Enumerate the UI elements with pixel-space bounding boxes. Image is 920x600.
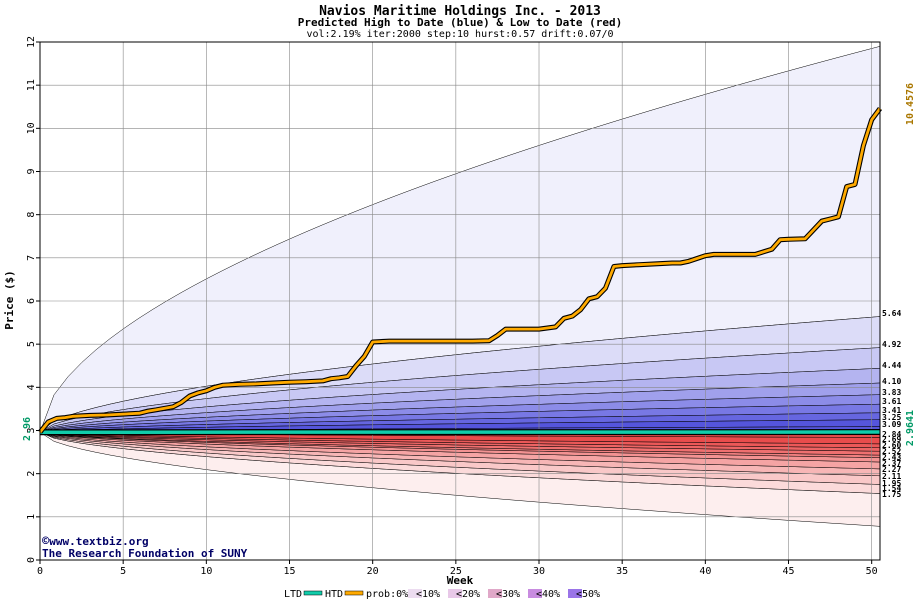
legend-swatch	[568, 589, 582, 598]
right-label: 3.61	[882, 397, 901, 406]
right-label: 4.44	[882, 361, 901, 370]
htd-line	[38, 107, 882, 434]
x-tick-label: 45	[782, 566, 794, 577]
right-label: 2.84	[882, 430, 901, 439]
legend-item-label: <30%	[496, 589, 520, 600]
ltd-final-label: 2.9641	[905, 410, 916, 446]
series-layer	[38, 107, 883, 436]
legend: LTD HTD prob:0% <10% <20% <30% <40% <50%	[284, 589, 600, 600]
right-label: 3.41	[882, 406, 901, 415]
x-tick-label: 35	[616, 566, 628, 577]
x-axis-label: Week	[447, 574, 474, 587]
right-label: 4.10	[882, 377, 901, 386]
right-label: 2.11	[882, 472, 901, 481]
legend-swatch	[528, 589, 542, 598]
x-tick-label: 15	[283, 566, 295, 577]
y-tick-label: 11	[26, 79, 37, 91]
legend-item-label: <50%	[576, 589, 600, 600]
legend-item-label: <40%	[536, 589, 560, 600]
x-tick-label: 25	[450, 566, 462, 577]
right-label: 3.83	[882, 388, 901, 397]
chart-title: Navios Maritime Holdings Inc. - 2013	[319, 4, 601, 19]
y-tick-label: 12	[26, 36, 37, 48]
right-label: 2.52	[882, 447, 901, 456]
right-label: 1.54	[882, 484, 901, 493]
y-tick-label: 0	[26, 557, 37, 563]
x-tick-label: 0	[37, 566, 43, 577]
right-label: 3.09	[882, 420, 901, 429]
right-label: 2.69	[882, 435, 901, 444]
chart-params: vol:2.19% iter:2000 step:10 hurst:0.57 d…	[306, 29, 613, 40]
right-label: 4.92	[882, 340, 901, 349]
legend-item-label: <20%	[456, 589, 480, 600]
y-tick-label: 7	[26, 255, 37, 261]
legend-item-label: <10%	[416, 589, 440, 600]
y-tick-label: 5	[26, 341, 37, 347]
legend-htd-label: HTD	[325, 589, 343, 600]
y-tick-label: 9	[26, 168, 37, 174]
credit-url: ©www.textbiz.org	[42, 534, 149, 548]
credit-org: The Research Foundation of SUNY	[42, 547, 248, 560]
y-axis-label: Price ($)	[3, 270, 16, 330]
right-label: 1.95	[882, 479, 901, 488]
legend-prob-label: prob:0%	[366, 589, 408, 600]
legend-htd-swatch	[344, 590, 364, 596]
chart-subtitle: Predicted High to Date (blue) & Low to D…	[298, 16, 623, 29]
x-tick-label: 40	[699, 566, 711, 577]
y-tick-label: 6	[26, 298, 37, 304]
legend-ltd-swatch	[303, 590, 323, 596]
htd-final-label: 10.4576	[905, 83, 916, 125]
y-tick-label: 3	[26, 427, 37, 433]
right-label: 3.25	[882, 413, 901, 422]
legend-swatch	[448, 589, 462, 598]
right-label: 2.27	[882, 465, 901, 474]
right-label: 2.43	[882, 453, 901, 462]
y-tick-label: 4	[26, 384, 37, 390]
right-label: 2.37	[882, 459, 901, 468]
y-tick-label: 10	[26, 122, 37, 134]
y-tick-label: 1	[26, 514, 37, 520]
x-tick-label: 20	[367, 566, 379, 577]
start-price-label: 2.96	[22, 417, 33, 441]
right-label: 5.64	[882, 309, 901, 318]
y-tick-label: 2	[26, 471, 37, 477]
x-tick-label: 50	[866, 566, 878, 577]
y-tick-label: 8	[26, 212, 37, 218]
credit-url-text: www.textbiz.org	[49, 535, 148, 548]
right-label: 2.60	[882, 441, 901, 450]
x-tick-label: 30	[533, 566, 545, 577]
right-labels: 5.64 4.92 4.44 4.10 3.833.613.413.253.092.84…	[882, 309, 901, 499]
right-label: 1.75	[882, 490, 901, 499]
legend-items: <10% <20% <30% <40% <50%	[408, 589, 600, 600]
legend-swatch	[408, 589, 422, 598]
copyright-symbol: ©	[42, 534, 50, 548]
x-tick-label: 5	[120, 566, 126, 577]
x-tick-label: 10	[200, 566, 212, 577]
legend-swatch	[488, 589, 502, 598]
legend-ltd-label: LTD	[284, 589, 302, 600]
